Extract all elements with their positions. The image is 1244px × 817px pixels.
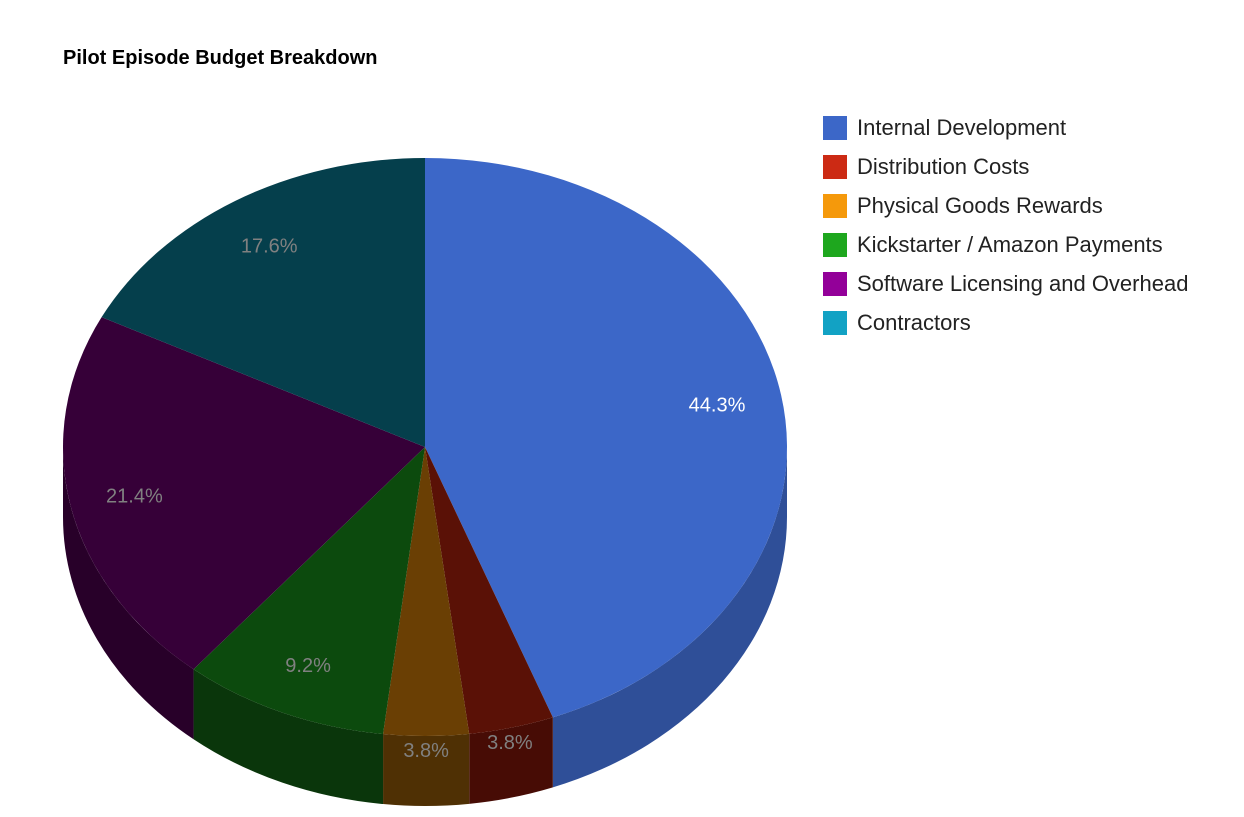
legend-swatch — [823, 310, 847, 335]
slice-2[interactable] — [383, 447, 470, 736]
legend-swatch — [823, 115, 847, 140]
slice-side-0[interactable] — [552, 447, 787, 788]
legend-label: Contractors — [857, 309, 971, 335]
legend-swatch — [823, 193, 847, 218]
chart-title: Pilot Episode Budget Breakdown — [63, 47, 378, 69]
slice-side-4[interactable] — [63, 447, 194, 740]
pie-chart: 44.3% 3.8% 3.8% 9.2% 21.4% 17.6% — [63, 158, 788, 806]
legend-item[interactable]: Kickstarter / Amazon Payments — [823, 225, 1188, 264]
slice-label-5: 17.6% — [241, 235, 298, 257]
slice-label-0: 44.3% — [689, 394, 746, 416]
legend-item[interactable]: Software Licensing and Overhead — [823, 264, 1188, 303]
slice-0[interactable] — [425, 158, 788, 718]
slice-side-2[interactable] — [383, 733, 470, 806]
legend-label: Distribution Costs — [857, 153, 1030, 179]
slice-side-1[interactable] — [469, 717, 553, 804]
slice-3[interactable] — [193, 447, 425, 735]
legend-item[interactable]: Internal Development — [823, 108, 1188, 147]
slice-1[interactable] — [425, 447, 553, 734]
slice-4[interactable] — [63, 317, 426, 670]
legend-item[interactable]: Contractors — [823, 303, 1188, 342]
slice-label-2: 3.8% — [403, 740, 449, 762]
legend-label: Internal Development — [857, 114, 1067, 140]
legend: Internal Development Distribution Costs Ph… — [823, 108, 1188, 342]
slice-label-4: 21.4% — [106, 485, 163, 507]
legend-label: Software Licensing and Overhead — [857, 270, 1189, 296]
legend-swatch — [823, 232, 847, 257]
legend-label: Physical Goods Rewards — [857, 192, 1103, 218]
slice-label-1: 3.8% — [487, 732, 533, 754]
legend-label: Kickstarter / Amazon Payments — [857, 231, 1163, 257]
slice-side-3[interactable] — [193, 669, 384, 805]
legend-item[interactable]: Physical Goods Rewards — [823, 186, 1188, 225]
legend-swatch — [823, 154, 847, 179]
legend-swatch — [823, 271, 847, 296]
slice-label-3: 9.2% — [285, 655, 331, 677]
slice-5[interactable] — [101, 158, 425, 447]
legend-item[interactable]: Distribution Costs — [823, 147, 1188, 186]
